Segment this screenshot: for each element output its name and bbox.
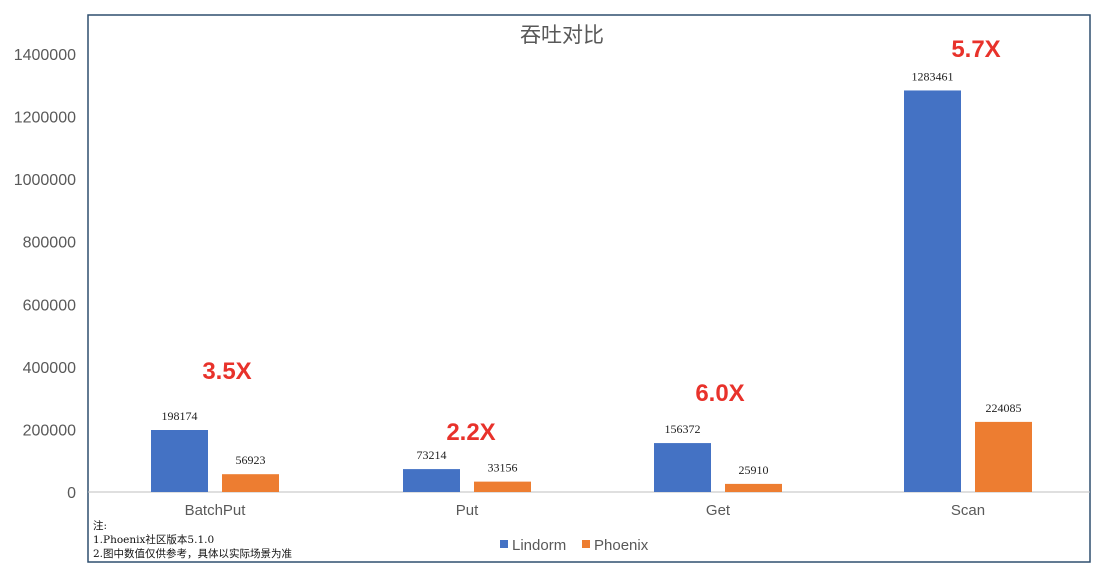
bar-lindorm-scan	[904, 90, 961, 493]
category-label-scan: Scan	[951, 502, 985, 519]
y-tick-label: 400000	[23, 360, 76, 377]
bar-lindorm-put	[403, 469, 460, 492]
y-axis-tick-labels: 0 200000 400000 600000 800000 1000000 1200000 1…	[14, 47, 76, 502]
ratio-label-put: 2.2X	[446, 419, 495, 446]
chart-notes: 注:1.Phoenix社区版本5.1.02.图中数值仅供参考，具体以实际场景为准	[93, 519, 292, 560]
bar-value-label: 25910	[739, 463, 769, 477]
legend-swatch-lindorm	[500, 540, 508, 548]
note-line: 注:	[93, 519, 107, 532]
bar-value-label: 73214	[417, 448, 447, 462]
y-tick-label: 1200000	[14, 110, 76, 127]
y-tick-label: 200000	[23, 422, 76, 439]
chart-frame	[87, 14, 1091, 563]
ratio-label-batchput: 3.5X	[202, 358, 251, 385]
category-label-batchput: BatchPut	[185, 502, 247, 519]
bar-value-label: 33156	[488, 461, 518, 475]
bar-phoenix-put	[474, 481, 531, 492]
bar-value-label: 56923	[236, 453, 266, 467]
bar-lindorm-batchput	[151, 429, 208, 492]
bar-value-label: 198174	[162, 409, 198, 423]
legend-swatch-phoenix	[582, 540, 590, 548]
bar-data-labels: 198174 73214 156372 1283461 56923 33156 25910 2…	[162, 69, 1022, 476]
note-line: 1.Phoenix社区版本5.1.0	[93, 533, 214, 546]
ratio-labels: 3.5X 2.2X 6.0X 5.7X	[202, 36, 1000, 446]
bar-value-label: 156372	[665, 422, 701, 436]
y-tick-label: 600000	[23, 297, 76, 314]
y-tick-label: 1000000	[14, 172, 76, 189]
category-label-put: Put	[456, 502, 479, 519]
bar-phoenix-scan	[975, 421, 1032, 492]
y-tick-label: 800000	[23, 235, 76, 252]
bar-phoenix-get	[725, 483, 782, 492]
chart-title: 吞吐对比	[520, 23, 604, 47]
bar-lindorm-get	[654, 443, 711, 492]
bar-marks	[151, 90, 1032, 493]
category-label-get: Get	[706, 502, 731, 519]
ratio-label-scan: 5.7X	[951, 36, 1000, 63]
note-line: 2.图中数值仅供参考，具体以实际场景为准	[93, 547, 292, 560]
legend-label-lindorm: Lindorm	[512, 537, 566, 554]
bar-value-label: 1283461	[912, 69, 954, 83]
category-labels: BatchPut Put Get Scan	[185, 502, 986, 519]
ratio-label-get: 6.0X	[695, 380, 744, 407]
y-tick-label: 1400000	[14, 47, 76, 64]
y-tick-label: 0	[67, 485, 76, 502]
legend: Lindorm Phoenix	[500, 537, 649, 554]
bar-value-label: 224085	[986, 401, 1022, 415]
bar-phoenix-batchput	[222, 474, 279, 492]
legend-label-phoenix: Phoenix	[594, 537, 649, 554]
